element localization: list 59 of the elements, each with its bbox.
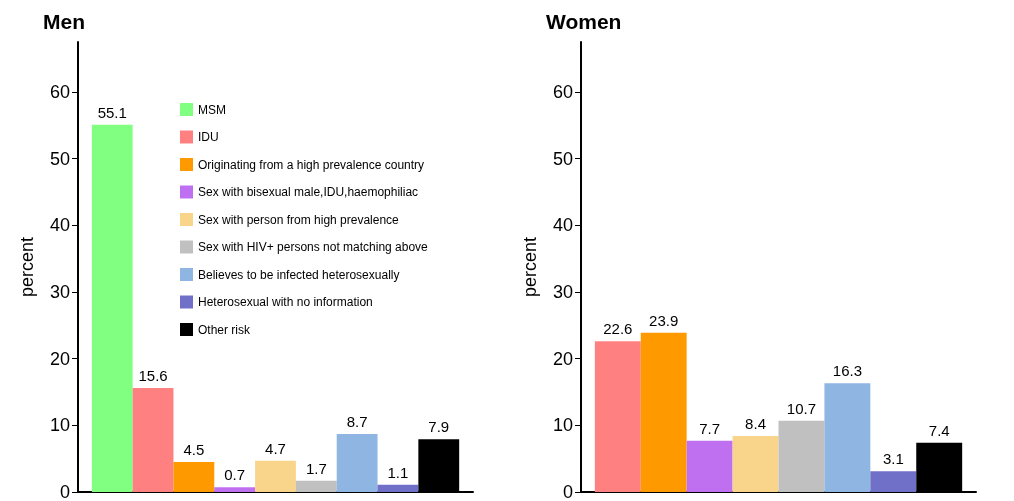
bar xyxy=(870,471,917,492)
data-label: 15.6 xyxy=(138,367,168,384)
data-label: 1.7 xyxy=(305,459,327,477)
y-tick-label: 20 xyxy=(49,348,70,369)
legend-label: Heterosexual with no information xyxy=(198,295,373,309)
bar xyxy=(732,436,779,492)
legend-label: Believes to be infected heterosexually xyxy=(198,267,400,282)
y-tick-label: 40 xyxy=(552,215,573,236)
data-label: 22.6 xyxy=(603,320,633,338)
data-label: 7.9 xyxy=(428,418,450,436)
data-label: 0.7 xyxy=(224,466,246,484)
y-tick-label: 60 xyxy=(552,82,573,102)
bar xyxy=(640,332,687,492)
data-label: 4.7 xyxy=(265,439,286,457)
bar xyxy=(173,462,215,492)
y-axis-title: percent xyxy=(520,236,540,298)
legend-label: Sex with HIV+ persons not matching above xyxy=(198,240,429,254)
legend-label: MSM xyxy=(198,102,226,117)
y-tick-label: 50 xyxy=(49,148,70,169)
y-tick-label: 0 xyxy=(562,482,573,501)
data-label: 1.1 xyxy=(387,463,409,481)
legend-label: Other risk xyxy=(198,322,252,337)
y-tick-label: 40 xyxy=(49,215,70,236)
data-label: 8.7 xyxy=(346,413,368,430)
legend-label: IDU xyxy=(198,130,219,144)
legend-label: Sex with person from high prevalence xyxy=(198,212,400,227)
bar xyxy=(91,124,133,492)
bar xyxy=(255,460,296,492)
bar xyxy=(295,480,337,492)
legend-label: Sex with bisexual male,IDU,haemophiliac xyxy=(198,185,419,199)
legend-label: Originating from a high prevalence country xyxy=(198,157,425,172)
bar xyxy=(214,487,256,492)
bar xyxy=(686,440,733,492)
bar xyxy=(336,434,378,492)
bar xyxy=(824,383,871,492)
data-label: 7.4 xyxy=(928,421,950,439)
y-tick-label: 60 xyxy=(49,82,70,102)
data-label: 16.3 xyxy=(832,362,862,380)
y-tick-label: 50 xyxy=(552,148,573,169)
chart-title: Women xyxy=(546,10,622,33)
data-label: 55.1 xyxy=(97,103,127,121)
bar xyxy=(594,341,641,492)
data-label: 10.7 xyxy=(786,399,817,417)
chart-title: Men xyxy=(43,10,85,33)
y-axis-title: percent xyxy=(17,236,37,298)
data-label: 8.4 xyxy=(745,415,766,432)
data-label: 23.9 xyxy=(649,311,679,329)
data-label: 4.5 xyxy=(183,441,205,458)
y-tick-label: 20 xyxy=(552,348,573,369)
data-label: 7.7 xyxy=(699,419,721,437)
y-tick-label: 30 xyxy=(552,282,573,302)
y-tick-label: 10 xyxy=(49,415,70,436)
bar xyxy=(778,420,825,492)
data-label: 3.1 xyxy=(882,450,904,468)
bar xyxy=(132,388,174,492)
y-tick-label: 0 xyxy=(59,482,70,501)
bar xyxy=(377,484,419,492)
y-tick-label: 30 xyxy=(49,282,70,302)
y-tick-label: 10 xyxy=(552,415,573,436)
